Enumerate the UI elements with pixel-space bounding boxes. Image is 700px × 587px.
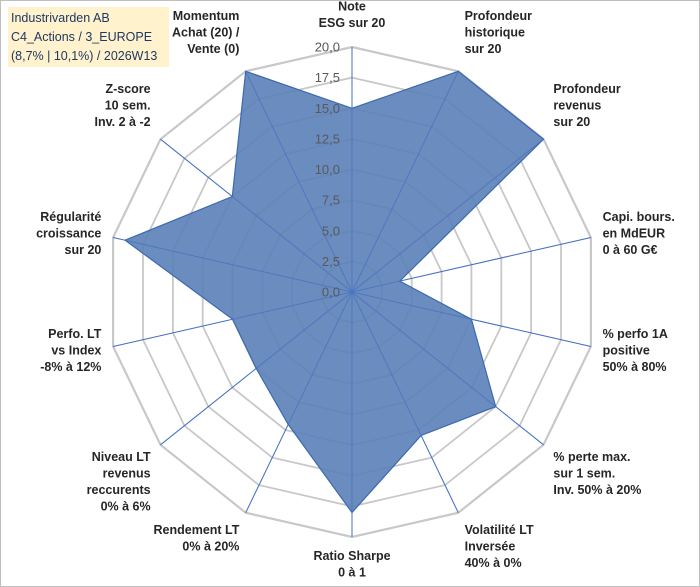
axis-label: Régularité croissance sur 20 bbox=[36, 210, 101, 257]
axis-spoke-overlay bbox=[245, 71, 353, 293]
axis-spoke-overlay bbox=[245, 291, 353, 513]
axis-spoke-overlay bbox=[351, 71, 459, 293]
radial-tick-label: 20,0 bbox=[315, 40, 340, 55]
radial-tick-labels: 0,0 2,5 5,0 7,5 10,0 12,5 15,0 17,5 20,0 bbox=[315, 40, 340, 300]
axis-label: Perfo. LT vs Index -8% à 12% bbox=[40, 327, 102, 374]
axis-label: Note ESG sur 20 bbox=[319, 0, 386, 30]
radial-tick-label: 17,5 bbox=[315, 70, 340, 85]
info-category: C4_Actions / 3_EUROPE bbox=[11, 30, 153, 44]
axis-spoke-overlay bbox=[113, 237, 353, 293]
axis-spoke-overlay bbox=[351, 138, 544, 293]
axis-spoke-overlay bbox=[351, 291, 591, 347]
radial-tick-label: 15,0 bbox=[315, 101, 340, 116]
radial-tick-label: 12,5 bbox=[315, 131, 340, 146]
axis-label: Momentum Achat (20) / Vente (0) bbox=[172, 9, 240, 56]
info-box: Industrivarden AB C4_Actions / 3_EUROPE … bbox=[8, 7, 169, 67]
axis-label: Z-score 10 sem. Inv. 2 à -2 bbox=[95, 82, 151, 129]
radial-tick-label: 2,5 bbox=[322, 254, 340, 269]
axis-spoke-overlay bbox=[351, 237, 591, 293]
info-period: (8,7% | 10,1%) / 2026W13 bbox=[11, 49, 158, 63]
axis-label: Volatilité LT Inversée 40% à 0% bbox=[465, 523, 534, 570]
axis-label: Ratio Sharpe 0 à 1 bbox=[313, 549, 390, 580]
axis-label: Profondeur revenus sur 20 bbox=[553, 82, 620, 129]
axis-label: Profondeur historique sur 20 bbox=[465, 9, 532, 56]
axis-label: Niveau LT revenus reccurents 0% à 6% bbox=[87, 450, 151, 514]
axis-spoke-overlay bbox=[160, 138, 353, 293]
radial-tick-label: 7,5 bbox=[322, 193, 340, 208]
axis-spoke-overlay bbox=[351, 291, 544, 446]
info-company: Industrivarden AB bbox=[11, 11, 110, 25]
axis-spoke-overlay bbox=[160, 291, 353, 446]
axis-label: Rendement LT 0% à 20% bbox=[154, 523, 240, 554]
axis-spoke-overlay bbox=[113, 291, 353, 347]
radial-tick-label: 5,0 bbox=[322, 223, 340, 238]
axis-label: % perte max. sur 1 sem. Inv. 50% à 20% bbox=[553, 450, 641, 497]
radar-series bbox=[113, 47, 591, 537]
axis-label: % perfo 1A positive 50% à 80% bbox=[603, 327, 668, 374]
axis-spoke-overlay bbox=[351, 291, 459, 513]
radial-tick-label: 10,0 bbox=[315, 162, 340, 177]
radial-tick-label: 0,0 bbox=[322, 285, 340, 300]
axis-label: Capi. bours. en MdEUR 0 à 60 G€ bbox=[603, 210, 675, 257]
axis-labels: Note ESG sur 20 Profondeur historique sur 20… bbox=[36, 0, 675, 580]
